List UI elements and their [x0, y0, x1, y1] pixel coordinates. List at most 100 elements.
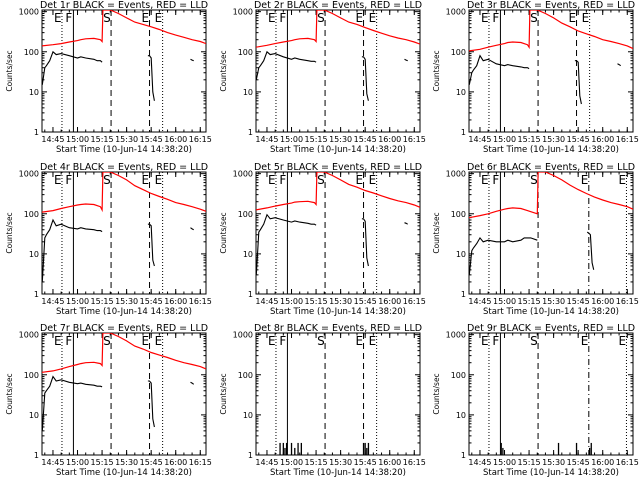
event-marker-label: E	[581, 334, 589, 348]
event-marker-label: E	[155, 11, 163, 25]
x-tick-label: 15:00	[493, 458, 516, 467]
x-axis-label: Start Time (10-Jun-14 14:38:20)	[270, 145, 406, 155]
y-tick-label: 100	[451, 371, 466, 380]
x-axis-label: Start Time (10-Jun-14 14:38:20)	[270, 307, 406, 317]
y-tick-label: 1000	[446, 331, 466, 340]
x-tick-label: 15:00	[66, 297, 89, 306]
event-marker-label: E	[268, 173, 276, 187]
y-tick-label: 1000	[446, 8, 466, 17]
y-tick-label: 10	[456, 88, 466, 97]
data-layer	[469, 172, 633, 275]
lld-series-line	[256, 172, 420, 211]
plot-frame	[255, 171, 421, 295]
events-series-line	[42, 375, 103, 431]
detector-panel-3: Det 3r BLACK = Events, RED = LLD 1 10 100 10…	[432, 0, 639, 155]
event-marker-label: E	[481, 11, 489, 25]
event-marker-label: S	[530, 11, 538, 25]
x-axis-label: Start Time (10-Jun-14 14:38:20)	[483, 468, 619, 478]
y-axis-label: Counts/sec	[432, 50, 441, 91]
panel-title: Det 2r BLACK = Events, RED = LLD	[254, 0, 422, 11]
event-marker-label: S	[103, 173, 111, 187]
event-marker-label: E	[582, 11, 590, 25]
x-tick-label: 14:45	[41, 297, 64, 306]
x-tick-label: 15:30	[542, 135, 565, 144]
events-series-line	[42, 218, 103, 282]
lld-series-line	[42, 10, 206, 47]
detector-panel-8: Det 8r BLACK = Events, RED = LLD 1 10 100 10…	[219, 323, 426, 478]
event-marker-label: E	[268, 11, 276, 25]
plot-frame	[255, 332, 421, 456]
detector-panel-9: Det 9r BLACK = Events, RED = LLD 1 10 100 10…	[432, 323, 639, 478]
event-marker-label: E	[155, 173, 163, 187]
x-tick-label: 16:15	[403, 135, 426, 144]
y-tick-label: 10	[243, 88, 253, 97]
y-axis-label: Counts/sec	[5, 212, 14, 253]
x-tick-label: 16:15	[189, 135, 212, 144]
panel-title: Det 4r BLACK = Events, RED = LLD	[40, 162, 208, 173]
event-marker-label: E	[481, 334, 489, 348]
y-tick-label: 1000	[19, 8, 39, 17]
x-tick-label: 15:15	[91, 135, 114, 144]
panel-title: Det 5r BLACK = Events, RED = LLD	[254, 162, 422, 173]
y-tick-label: 10	[29, 250, 39, 259]
lld-series-line	[469, 172, 633, 219]
y-tick-label: 10	[29, 88, 39, 97]
event-marker-label: S	[103, 334, 111, 348]
x-tick-label: 15:45	[354, 135, 377, 144]
x-tick-label: 15:15	[518, 135, 541, 144]
x-tick-label: 14:45	[41, 135, 64, 144]
event-marker-label: E	[54, 334, 62, 348]
event-marker-label: E	[142, 173, 150, 187]
y-tick-label: 100	[451, 210, 466, 219]
data-layer	[279, 442, 370, 455]
y-tick-label: 1	[461, 128, 466, 137]
lld-series-line	[469, 10, 633, 52]
y-tick-label: 100	[238, 48, 253, 57]
y-tick-label: 100	[24, 371, 39, 380]
x-tick-label: 15:00	[66, 458, 89, 467]
x-tick-label: 15:30	[115, 458, 138, 467]
data-layer	[500, 442, 592, 455]
y-tick-label: 1	[248, 451, 253, 460]
x-tick-label: 15:45	[354, 297, 377, 306]
x-tick-label: 15:30	[329, 297, 352, 306]
event-marker-label: E	[268, 334, 276, 348]
x-tick-label: 15:00	[493, 297, 516, 306]
events-series-line	[574, 60, 582, 105]
event-marker-label: F	[65, 334, 72, 348]
x-tick-label: 15:15	[518, 297, 541, 306]
event-marker-label: S	[317, 173, 325, 187]
x-tick-label: 15:00	[280, 458, 303, 467]
x-tick-label: 15:00	[493, 135, 516, 144]
event-marker-label: E	[369, 11, 377, 25]
x-tick-label: 14:45	[41, 458, 64, 467]
panel-title: Det 1r BLACK = Events, RED = LLD	[40, 0, 208, 11]
x-tick-label: 16:15	[403, 297, 426, 306]
y-tick-label: 1000	[19, 331, 39, 340]
data-layer	[256, 10, 420, 101]
event-marker-label: E	[618, 334, 626, 348]
events-series-line	[190, 227, 194, 231]
plot-frame	[468, 332, 634, 456]
x-tick-label: 14:45	[255, 458, 278, 467]
panel-title: Det 3r BLACK = Events, RED = LLD	[467, 0, 635, 11]
x-tick-label: 15:45	[140, 458, 163, 467]
events-series-line	[404, 58, 408, 62]
x-tick-label: 15:45	[567, 458, 590, 467]
events-series-line	[617, 63, 622, 67]
data-layer	[256, 172, 420, 275]
x-tick-label: 15:00	[280, 135, 303, 144]
x-tick-label: 16:00	[378, 458, 401, 467]
panel-title: Det 9r BLACK = Events, RED = LLD	[467, 323, 635, 334]
plot-frame	[41, 332, 207, 456]
event-marker-label: E	[581, 173, 589, 187]
plot-frame	[41, 171, 207, 295]
y-tick-label: 1000	[19, 170, 39, 179]
data-layer	[42, 10, 206, 101]
x-tick-label: 15:15	[305, 458, 328, 467]
y-tick-label: 1	[34, 128, 39, 137]
x-tick-label: 15:30	[115, 297, 138, 306]
y-tick-label: 1	[461, 451, 466, 460]
y-tick-label: 1000	[233, 331, 253, 340]
events-series-line	[256, 213, 317, 275]
